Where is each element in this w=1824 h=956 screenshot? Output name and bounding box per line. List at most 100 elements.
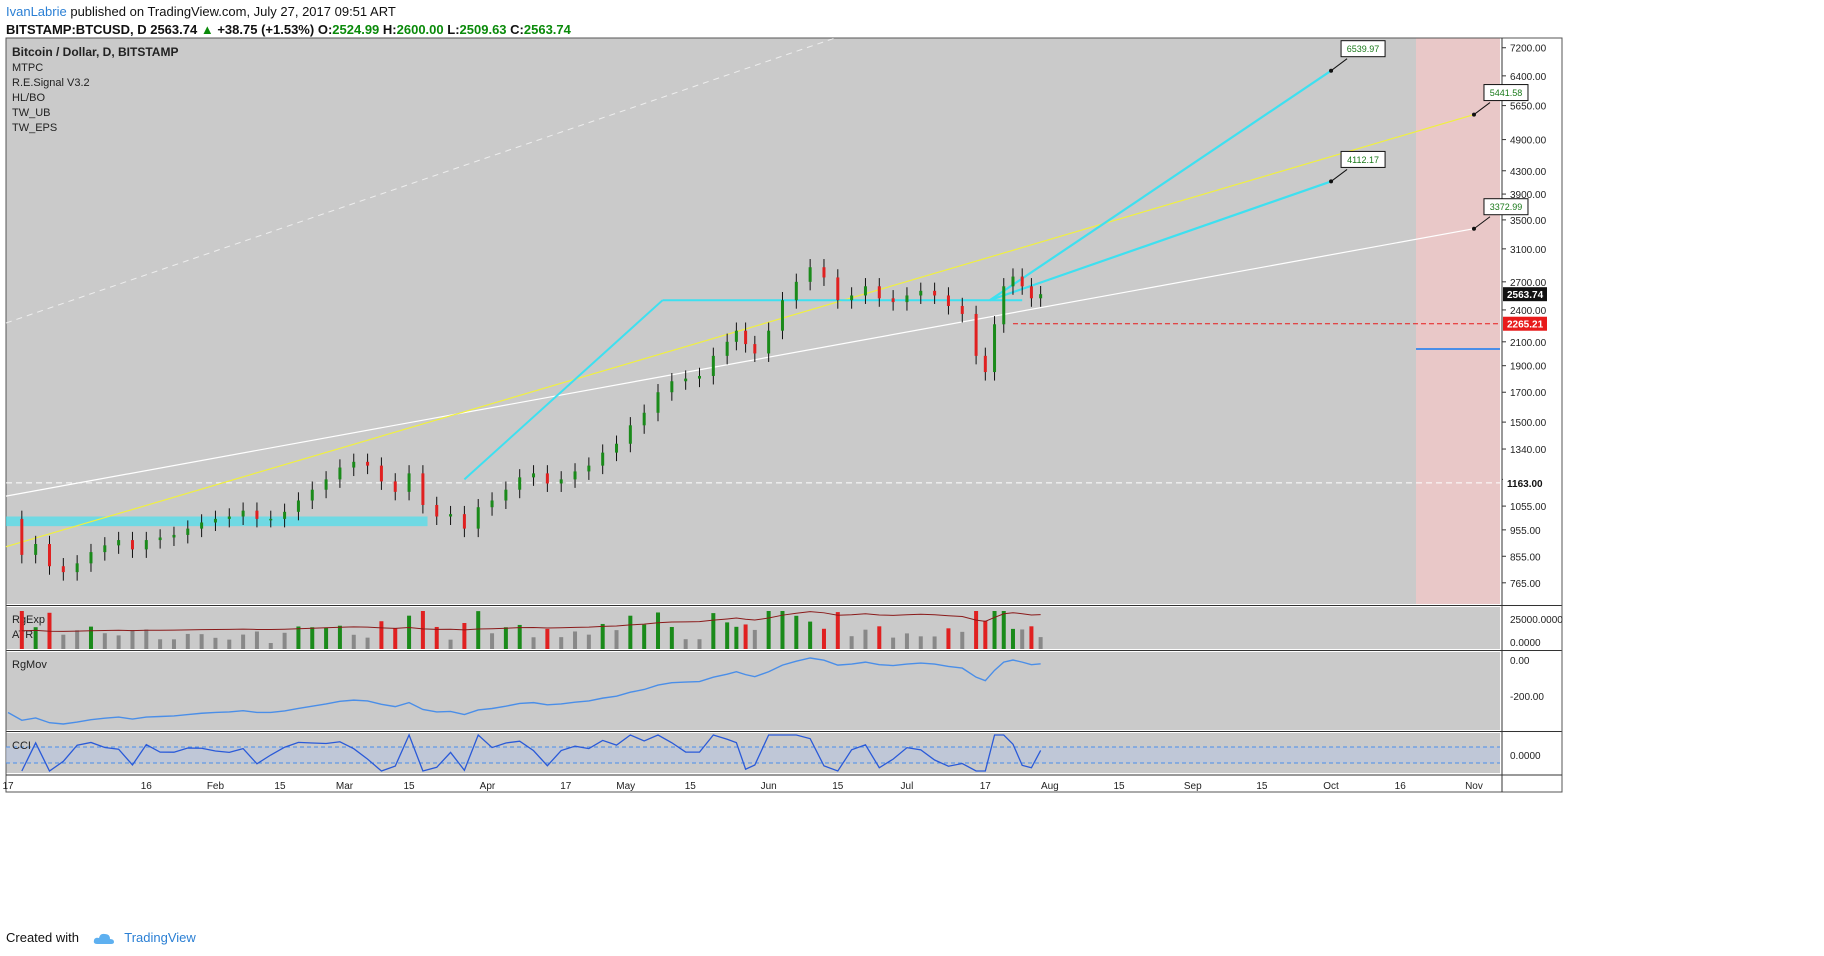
price-candle (158, 537, 162, 541)
range-bar (573, 631, 578, 649)
pane-tick: -200.00 (1510, 692, 1544, 703)
future-zone (1416, 38, 1500, 604)
price-marker-label: 1163.00 (1507, 479, 1543, 490)
legend-study: TW_EPS (12, 122, 57, 134)
range-bar (75, 630, 80, 649)
price-candle (670, 381, 674, 393)
open-value: 2524.99 (332, 22, 380, 37)
x-tick-label: 15 (274, 781, 286, 792)
price-marker-box (1503, 475, 1547, 490)
price-candle (172, 534, 176, 538)
price-candle (504, 489, 508, 501)
range-bar (600, 623, 605, 649)
range-bar (656, 612, 661, 649)
price-candle (822, 267, 826, 278)
price-marker-box (1503, 287, 1547, 302)
x-tick-label: May (616, 781, 635, 792)
ohlc-line: BITSTAMP:BTCUSD, D 2563.74 ▲ +38.75 (+1.… (6, 22, 571, 37)
range-bar (116, 635, 121, 649)
y-tick-label: 1700.00 (1510, 388, 1547, 399)
price-candle (587, 465, 591, 472)
x-tick-label: Jul (901, 781, 914, 792)
range-bar (960, 631, 965, 649)
range-bar (19, 611, 24, 649)
change-up-icon: ▲ (200, 22, 214, 37)
y-tick-label: 4300.00 (1510, 167, 1547, 178)
range-bar (185, 633, 190, 649)
x-tick-label: Nov (1465, 781, 1483, 792)
price-candle (34, 544, 38, 555)
y-tick-label: 4900.00 (1510, 136, 1547, 147)
price-candle (407, 473, 411, 492)
price-candle (905, 295, 909, 303)
price-candle (983, 355, 987, 373)
atr-line (21, 611, 1041, 632)
author-link[interactable]: IvanLabrie (6, 4, 67, 19)
dashed-channel-line (5, 37, 836, 324)
range-bar (669, 627, 674, 649)
range-bar (407, 615, 412, 649)
legend-study: TW_UB (12, 107, 51, 119)
tradingview-link[interactable]: TradingView (124, 930, 196, 945)
target-label: 4112.17 (1347, 155, 1379, 165)
price-candle (379, 465, 383, 482)
range-bar (227, 639, 232, 649)
range-bar (254, 631, 259, 649)
target-label-box (1483, 84, 1529, 102)
pane-title: CCI (12, 740, 31, 752)
range-bar (725, 622, 730, 649)
range-bar (711, 613, 716, 649)
x-tick-label: 15 (832, 781, 844, 792)
range-bar (946, 628, 951, 649)
price-candle (744, 330, 748, 345)
y-tick-label: 6400.00 (1510, 72, 1547, 83)
y-tick-label: 955.00 (1510, 526, 1541, 537)
price-candle (421, 473, 425, 505)
price-candle (628, 425, 632, 444)
range-bar (462, 623, 467, 649)
cci-band (6, 747, 1500, 763)
low-value: 2509.63 (459, 22, 507, 37)
chart-header: IvanLabrie published on TradingView.com,… (6, 2, 1506, 42)
range-bar (863, 629, 868, 649)
range-bar (780, 611, 785, 649)
price-candle (186, 528, 190, 535)
cyan-projection-upper (989, 69, 1332, 302)
price-candle (476, 507, 480, 529)
y-tick-label: 1500.00 (1510, 418, 1547, 429)
x-tick-label: 15 (404, 781, 416, 792)
x-tick-label: Apr (480, 781, 496, 792)
range-bar (628, 615, 633, 649)
price-candle (836, 277, 840, 301)
range-bar (734, 626, 739, 649)
price-candle (283, 511, 287, 519)
price-candle (213, 518, 217, 523)
publish-info: published on TradingView.com, July 27, 2… (70, 4, 396, 19)
chart-frame (5, 37, 1563, 793)
price-candle (794, 281, 798, 301)
pane-title: RgMov (12, 659, 47, 671)
price-candle (532, 473, 536, 478)
open-label: O: (317, 22, 333, 37)
yellow-trendline (5, 113, 1475, 548)
range-bar (393, 628, 398, 649)
chart-area[interactable]: Bitcoin / Dollar, D, BITSTAMP MTPC R.E.Sig… (0, 0, 1824, 920)
price-candle (808, 267, 812, 282)
price-candle (324, 479, 328, 490)
range-bar (379, 621, 384, 649)
price-candle (919, 290, 923, 296)
price-candle (352, 461, 356, 468)
range-bar (33, 627, 38, 649)
range-bar (268, 643, 273, 649)
legend-study: HL/BO (12, 92, 45, 104)
price-candle (269, 518, 273, 521)
x-tick-label: 16 (1395, 781, 1407, 792)
range-bar (891, 637, 896, 649)
price-candle (1020, 276, 1024, 287)
price-candle (518, 477, 522, 490)
range-bar (434, 626, 439, 649)
range-bar (697, 639, 702, 649)
pane-title: RgExp (12, 614, 45, 626)
target-label: 6539.97 (1347, 44, 1380, 54)
close-label: C: (510, 22, 524, 37)
